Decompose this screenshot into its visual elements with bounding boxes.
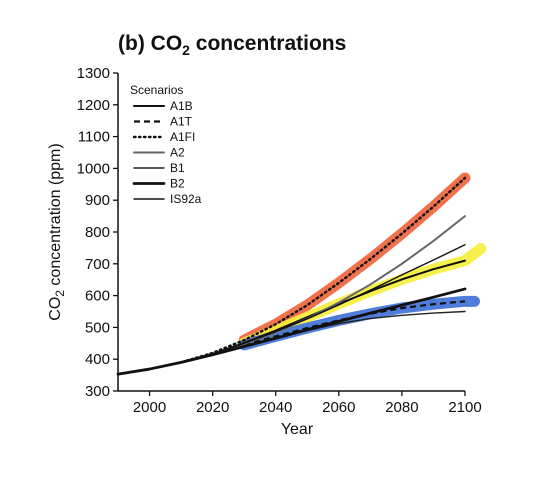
series-line-is92a [117,244,466,375]
y-tick-label: 700 [85,256,110,273]
legend-label-is92a: IS92a [170,192,202,206]
x-tick-label: 2040 [259,399,292,416]
legend-label-a1b: A1B [170,99,193,113]
axes: 300 400 500 600 700 800 900 1000 1100 1200 1300 200… [77,65,482,416]
legend-label-a1t: A1T [170,115,193,129]
x-tick-label: 2000 [133,399,166,416]
series-line-a2 [117,215,466,376]
x-tick-label: 2100 [448,399,481,416]
y-tick-label: 400 [85,351,110,368]
x-axis-label: Year [281,421,314,438]
y-tick-label: 1300 [77,65,110,82]
y-tick-label: 600 [85,288,110,305]
plot-marks [116,172,487,376]
y-tick-label: 800 [85,224,110,241]
legend-label-b1: B1 [170,161,185,175]
y-tick-label: 300 [85,383,110,400]
legend-label-a2: A2 [170,146,185,160]
y-tick-label: 1100 [78,129,110,146]
x-tick-label: 2060 [322,399,355,416]
chart-title: (b) CO2 concentrations [118,32,346,58]
legend-label-a1fi: A1FI [170,130,195,144]
y-tick-label: 1200 [77,97,110,114]
legend-title: Scenarios [130,83,183,97]
legend-label-b2: B2 [170,177,185,191]
x-tick-label: 2020 [196,399,229,416]
y-tick-label: 500 [85,319,110,336]
x-tick-label: 2080 [385,399,418,416]
y-tick-label: 900 [85,192,110,209]
y-tick-label: 1000 [77,160,110,177]
y-axis-label: CO2 concentration (ppm) [47,143,67,320]
